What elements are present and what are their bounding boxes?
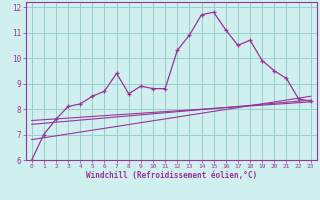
X-axis label: Windchill (Refroidissement éolien,°C): Windchill (Refroidissement éolien,°C) [86,171,257,180]
